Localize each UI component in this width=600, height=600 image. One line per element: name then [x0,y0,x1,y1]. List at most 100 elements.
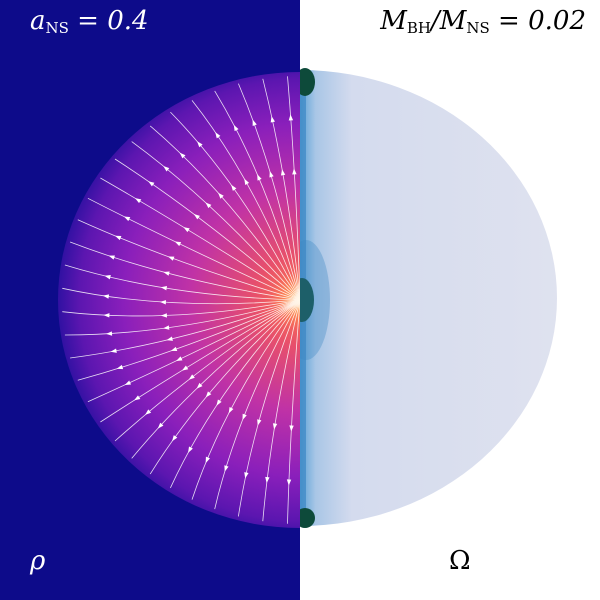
density-label: ρ [30,546,46,576]
streamline [62,287,300,305]
streamline-arrow [280,169,286,176]
streamline-arrow [244,472,249,479]
streamline [100,299,300,423]
omega-center-spot [300,278,314,322]
spin-symbol: a [30,6,46,36]
streamline-arrow [244,178,250,185]
streamline-arrow [257,174,262,181]
streamline [238,299,300,517]
mass-ratio-value: = 0.02 [489,6,586,36]
streamline [114,158,300,301]
streamline [114,299,300,442]
streamline-arrow [272,423,278,430]
streamline-arrow [123,216,131,222]
streamline-arrow [174,241,182,247]
streamline [64,299,300,336]
streamline [131,141,300,301]
streamline [77,299,300,381]
streamline-arrow [104,275,111,280]
streamline-arrow [216,399,222,406]
streamline-arrow [170,346,178,351]
streamline-arrow [163,165,170,172]
streamline [131,299,300,459]
streamline-arrow [197,141,203,148]
streamline-arrow [224,465,229,472]
streamline-arrow [188,446,193,453]
streamline [70,299,300,359]
streamline-arrow [145,409,152,415]
streamline-arrow [160,313,167,318]
streamline-arrow [110,348,117,353]
omega-label: Ω [449,546,471,576]
streamline [77,219,300,301]
streamline [100,177,300,301]
mass-bh-symbol: M [380,6,407,36]
mass-ns-subscript: NS [466,19,490,37]
omega-top-spot [300,68,315,96]
streamline-arrow [218,192,224,199]
streamline [214,299,300,510]
streamline [287,76,300,301]
streamlines [62,76,300,524]
streamline [262,299,300,522]
density-star [58,72,300,528]
streamline-arrow [148,181,155,187]
mass-ns-symbol: M [439,6,467,36]
streamline-arrow [157,422,164,429]
streamline [191,299,300,500]
streamline-arrow [289,425,294,432]
streamline-arrow [205,391,212,398]
streamline-arrow [257,419,262,426]
streamline-arrow [265,476,270,484]
streamline-arrow [196,382,203,389]
spin-subscript: NS [45,19,69,37]
streamline [87,299,300,403]
streamline-arrow [116,364,124,370]
streamline [170,111,300,301]
streamline-arrow [124,380,132,386]
streamline-arrow [188,374,195,380]
spin-value: = 0.4 [68,6,149,36]
streamline [214,90,300,301]
streamline [262,78,300,301]
streamline-arrow [292,168,297,175]
streamline-arrow [135,198,142,204]
streamline-arrow [270,116,275,123]
streamline-arrow [231,184,237,191]
mass-bh-subscript: BH [406,19,431,37]
omega-star [300,70,557,526]
streamline-arrow [269,171,274,178]
streamline-arrow [160,286,168,291]
streamline [64,264,300,301]
mass-ratio-label: MBH/MNS = 0.02 [380,8,586,36]
omega-bottom-spot [300,508,315,528]
streamline-arrow [286,479,292,486]
streamline-arrow [103,313,110,318]
streamline-arrow [159,300,167,305]
streamline [69,241,300,301]
streamline-arrow [181,365,189,371]
streamline-arrow [163,325,170,330]
streamline-arrow [215,132,221,139]
streamline-arrow [172,435,178,442]
streamline [62,299,300,317]
streamline-arrow [205,202,212,209]
streamline-arrow [252,119,257,126]
streamline-arrow [108,255,115,260]
omega-center-halo [300,240,330,360]
streamline [149,125,300,301]
streamline [238,83,300,301]
streamline [149,299,300,475]
spin-parameter-label: aNS = 0.4 [30,8,149,36]
streamline-arrow [233,124,239,132]
streamline-arrow [179,152,186,159]
streamline-arrow [242,413,247,421]
mass-slash: / [430,6,440,36]
streamline [87,197,300,301]
streamline-arrow [163,271,170,276]
streamline-arrow [228,407,234,414]
streamline-arrow [193,213,200,220]
streamline-arrows [102,114,297,486]
